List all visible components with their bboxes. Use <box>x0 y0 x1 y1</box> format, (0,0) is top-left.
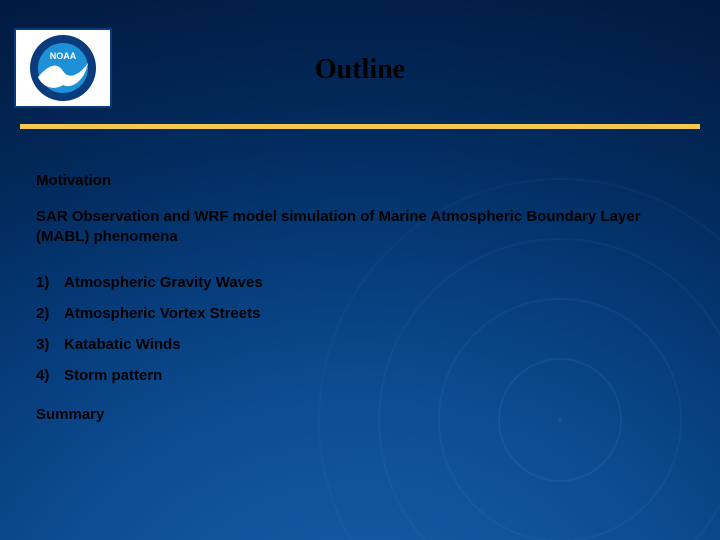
list-text: Katabatic Winds <box>64 336 181 353</box>
list-item: 2) Atmospheric Vortex Streets <box>36 305 660 322</box>
list-text: Atmospheric Vortex Streets <box>64 305 260 322</box>
intro-line1: SAR Observation and WRF model simulation… <box>36 208 641 245</box>
list-number: 3) <box>36 336 64 353</box>
list-number: 1) <box>36 274 64 291</box>
intro-paragraph: SAR Observation and WRF model simulation… <box>36 207 660 248</box>
list-item: 4) Storm pattern <box>36 367 660 384</box>
list-number: 4) <box>36 367 64 384</box>
summary-heading: Summary <box>36 406 660 423</box>
list-item: 1) Atmospheric Gravity Waves <box>36 274 660 291</box>
list-number: 2) <box>36 305 64 322</box>
list-text: Storm pattern <box>64 367 162 384</box>
motivation-heading: Motivation <box>36 172 660 189</box>
slide-body: Motivation SAR Observation and WRF model… <box>36 172 660 423</box>
list-item: 3) Katabatic Winds <box>36 336 660 353</box>
slide-title: Outline <box>0 54 720 86</box>
outline-list: 1) Atmospheric Gravity Waves 2) Atmosphe… <box>36 274 660 384</box>
list-text: Atmospheric Gravity Waves <box>64 274 263 291</box>
slide: NOAA Outline Motivation SAR Observation … <box>0 0 720 540</box>
title-rule <box>20 124 700 129</box>
